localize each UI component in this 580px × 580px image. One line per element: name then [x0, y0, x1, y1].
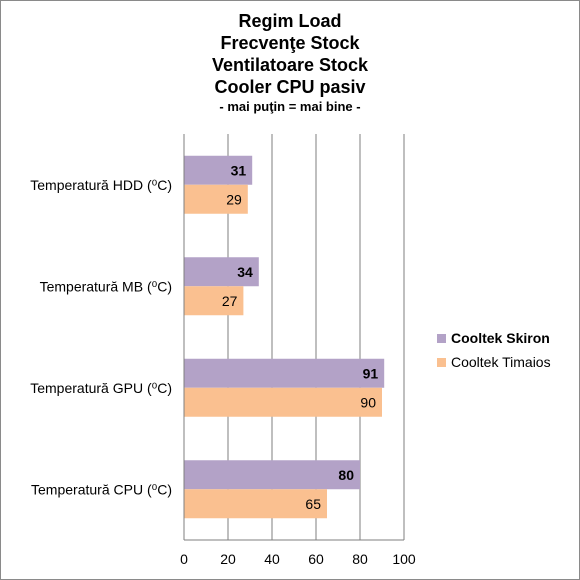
category-label-1: Temperatură MB (⁰C) — [40, 278, 172, 294]
chart-subtitle: - mai puţin = mai bine - — [219, 99, 361, 114]
legend-label-skiron: Cooltek Skiron — [451, 330, 550, 346]
x-tick-label-1: 20 — [220, 551, 236, 567]
bar-skiron-2 — [184, 358, 385, 388]
x-tick-label-5: 100 — [392, 551, 416, 567]
category-label-0: Temperatură HDD (⁰C) — [30, 177, 172, 193]
bar-timaios-2 — [184, 387, 382, 417]
category-label-3: Temperatură CPU (⁰C) — [31, 481, 172, 497]
x-tick-label-2: 40 — [264, 551, 280, 567]
title-line-1: Regim Load — [238, 11, 342, 31]
legend-item-skiron: Cooltek Skiron — [437, 326, 551, 350]
bar-skiron-3 — [184, 460, 360, 490]
title-line-4: Cooler CPU pasiv — [214, 77, 366, 97]
data-label-timaios-1: 27 — [222, 293, 238, 309]
bar-skiron-1 — [184, 257, 259, 287]
category-label-2: Temperatură GPU (⁰C) — [30, 380, 172, 396]
legend: Cooltek Skiron Cooltek Timaios — [437, 326, 551, 374]
bar-skiron-0 — [184, 155, 253, 185]
legend-label-timaios: Cooltek Timaios — [451, 354, 551, 370]
x-tick-label-3: 60 — [308, 551, 324, 567]
bar-timaios-0 — [184, 184, 248, 214]
data-label-timaios-0: 29 — [226, 191, 242, 207]
title-line-2: Frecvenţe Stock — [220, 33, 360, 53]
bar-timaios-3 — [184, 489, 327, 519]
data-label-skiron-0: 31 — [231, 162, 247, 178]
legend-item-timaios: Cooltek Timaios — [437, 350, 551, 374]
x-tick-label-0: 0 — [180, 551, 188, 567]
legend-swatch-skiron — [437, 333, 446, 343]
data-label-timaios-3: 65 — [305, 496, 321, 512]
x-tick-label-4: 80 — [352, 551, 368, 567]
legend-swatch-timaios — [437, 357, 446, 367]
data-label-skiron-3: 80 — [338, 467, 354, 483]
bar-timaios-1 — [184, 286, 244, 316]
title-line-3: Ventilatoare Stock — [211, 55, 369, 75]
data-label-timaios-2: 90 — [360, 394, 376, 410]
data-label-skiron-2: 91 — [363, 365, 379, 381]
chart-title: Regim Load Frecvenţe Stock Ventilatoare … — [0, 10, 580, 116]
data-label-skiron-1: 34 — [237, 264, 253, 280]
